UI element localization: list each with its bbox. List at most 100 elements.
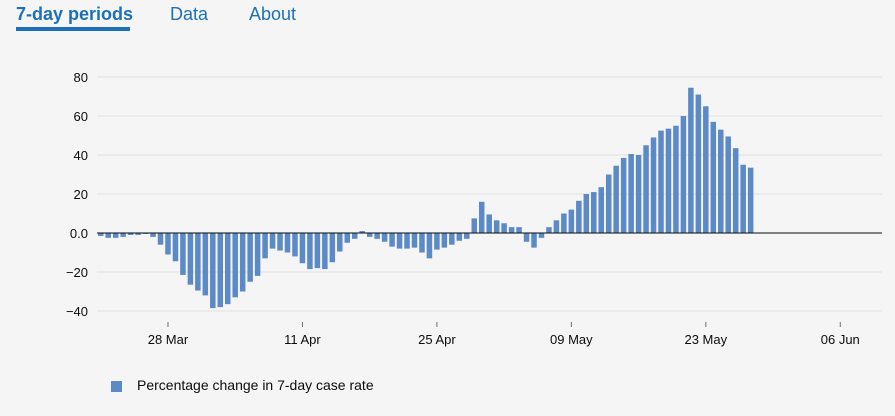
tab-7-day-periods[interactable]: 7-day periods xyxy=(16,4,134,24)
bar[interactable] xyxy=(322,233,328,270)
bar[interactable] xyxy=(471,218,478,233)
bar[interactable] xyxy=(710,121,717,233)
bar[interactable] xyxy=(441,233,448,248)
bar[interactable] xyxy=(217,233,224,308)
bar[interactable] xyxy=(434,233,440,250)
bar[interactable] xyxy=(464,233,470,239)
bar[interactable] xyxy=(284,233,291,253)
bar[interactable] xyxy=(501,223,507,233)
bar[interactable] xyxy=(269,233,276,249)
active-tab-indicator xyxy=(16,27,130,31)
bar[interactable] xyxy=(643,145,649,233)
bar[interactable] xyxy=(650,137,657,233)
bar[interactable] xyxy=(747,167,754,233)
bar[interactable] xyxy=(576,200,582,233)
bar[interactable] xyxy=(329,233,336,263)
bar[interactable] xyxy=(718,129,724,233)
bar[interactable] xyxy=(516,227,522,233)
bar[interactable] xyxy=(478,201,485,233)
y-tick-label: 60 xyxy=(74,109,88,124)
bar[interactable] xyxy=(299,233,306,264)
bar[interactable] xyxy=(307,233,313,270)
bar[interactable] xyxy=(665,128,672,233)
bar[interactable] xyxy=(628,154,634,233)
bar[interactable] xyxy=(411,233,418,248)
bar[interactable] xyxy=(247,233,253,282)
bar[interactable] xyxy=(232,233,238,298)
bar[interactable] xyxy=(172,233,179,262)
bar[interactable] xyxy=(112,233,119,238)
bar[interactable] xyxy=(224,233,231,305)
y-tick-label: 20 xyxy=(74,187,88,202)
bar[interactable] xyxy=(732,148,739,233)
bar[interactable] xyxy=(531,233,537,248)
bar[interactable] xyxy=(598,187,604,233)
bar[interactable] xyxy=(493,220,500,233)
bar[interactable] xyxy=(396,233,403,249)
legend-swatch xyxy=(111,381,122,392)
bar[interactable] xyxy=(195,233,201,291)
bar[interactable] xyxy=(165,233,171,255)
bar[interactable] xyxy=(508,227,515,233)
x-tick-label: 11 Apr xyxy=(284,332,321,347)
bar[interactable] xyxy=(337,233,343,252)
bar[interactable] xyxy=(105,233,111,238)
bar[interactable] xyxy=(344,233,351,243)
bar[interactable] xyxy=(426,233,433,259)
bar[interactable] xyxy=(351,233,358,239)
bar[interactable] xyxy=(546,227,552,233)
x-tick-label: 25 Apr xyxy=(418,332,456,347)
bar[interactable] xyxy=(605,174,612,234)
bar[interactable] xyxy=(635,155,642,233)
bar[interactable] xyxy=(150,233,156,237)
bar[interactable] xyxy=(740,164,746,233)
bar[interactable] xyxy=(98,233,104,236)
bar[interactable] xyxy=(673,125,679,233)
bar[interactable] xyxy=(292,233,298,257)
bar[interactable] xyxy=(561,213,567,234)
bar[interactable] xyxy=(620,157,627,233)
bar[interactable] xyxy=(583,194,590,233)
bar[interactable] xyxy=(202,233,209,296)
bar[interactable] xyxy=(658,130,664,233)
bar[interactable] xyxy=(404,233,410,249)
bar[interactable] xyxy=(187,233,194,285)
bar[interactable] xyxy=(553,220,560,233)
bar[interactable] xyxy=(210,233,216,309)
bar[interactable] xyxy=(389,233,395,247)
bar[interactable] xyxy=(538,233,545,238)
bar[interactable] xyxy=(419,233,425,253)
bar[interactable] xyxy=(680,116,687,233)
bar[interactable] xyxy=(591,192,597,233)
bar[interactable] xyxy=(456,233,463,241)
bar[interactable] xyxy=(135,233,141,235)
bar[interactable] xyxy=(688,87,694,233)
bar[interactable] xyxy=(127,233,134,235)
bar[interactable] xyxy=(486,214,492,233)
bar[interactable] xyxy=(695,94,702,233)
bar[interactable] xyxy=(366,233,373,237)
bar-chart: 80 60 40 20 0.0 −20 −40 28 Mar 11 Apr 25 Apr 09 M… xyxy=(66,70,882,347)
bar[interactable] xyxy=(359,231,365,233)
tab-data[interactable]: Data xyxy=(170,4,209,24)
x-tick-label: 23 May xyxy=(684,332,727,347)
bar[interactable] xyxy=(613,165,619,233)
bar[interactable] xyxy=(277,233,283,251)
bar[interactable] xyxy=(449,233,455,245)
bar[interactable] xyxy=(381,233,388,242)
bar[interactable] xyxy=(314,233,321,269)
bar[interactable] xyxy=(120,233,126,237)
bar[interactable] xyxy=(374,233,380,239)
legend-label: Percentage change in 7-day case rate xyxy=(137,377,374,393)
bar[interactable] xyxy=(568,209,575,233)
x-tick-label: 09 May xyxy=(550,332,593,347)
bar[interactable] xyxy=(254,233,261,276)
bar[interactable] xyxy=(157,233,164,245)
bar[interactable] xyxy=(703,106,709,233)
bar[interactable] xyxy=(239,233,246,292)
bar[interactable] xyxy=(523,233,530,242)
bar[interactable] xyxy=(180,233,186,275)
bar[interactable] xyxy=(262,233,268,259)
tab-about[interactable]: About xyxy=(249,4,297,24)
bar[interactable] xyxy=(725,136,731,233)
